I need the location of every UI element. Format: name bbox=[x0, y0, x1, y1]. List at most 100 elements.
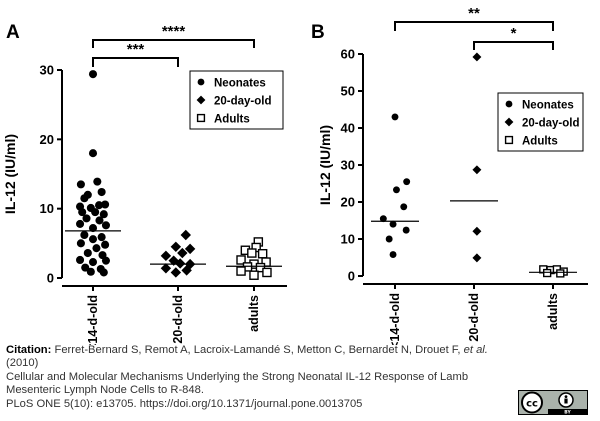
citation-journal: PLoS ONE 5(10): e13705. https://doi.org/… bbox=[6, 397, 363, 410]
x-tick-label: 20-d-old bbox=[467, 293, 481, 342]
citation-label: Citation: bbox=[6, 344, 52, 356]
data-point bbox=[385, 235, 393, 243]
cc-icon: cc bbox=[526, 399, 538, 410]
data-point bbox=[95, 216, 104, 225]
legend-label: Adults bbox=[522, 136, 558, 148]
data-point bbox=[402, 226, 410, 234]
data-point bbox=[389, 220, 397, 228]
data-point bbox=[389, 251, 397, 258]
data-point bbox=[88, 235, 98, 244]
data-point bbox=[160, 250, 172, 262]
y-tick-label: 30 bbox=[341, 158, 355, 173]
data-point bbox=[101, 200, 110, 209]
y-tick-label: 40 bbox=[341, 121, 355, 136]
significance-bracket bbox=[92, 57, 179, 67]
citation-et-al: et al. bbox=[463, 344, 488, 356]
y-tick-label: 20 bbox=[40, 132, 54, 147]
data-point bbox=[197, 78, 205, 86]
data-point bbox=[170, 267, 182, 278]
data-point bbox=[236, 255, 246, 265]
data-point bbox=[379, 215, 387, 223]
data-point bbox=[93, 177, 102, 186]
panel-a: A 0 10 20 30 IL-12 (IU/ml) <14-d-old 20-d-old ad… bbox=[2, 22, 287, 345]
data-point bbox=[76, 180, 85, 189]
legend-label: 20-day-old bbox=[522, 118, 580, 130]
x-tick-label: adults bbox=[546, 293, 560, 330]
y-tick-label: 10 bbox=[341, 232, 355, 247]
panel-label: B bbox=[311, 22, 325, 43]
data-point bbox=[472, 52, 482, 62]
data-point bbox=[80, 230, 89, 240]
data-point bbox=[91, 208, 100, 217]
significance-bracket bbox=[394, 21, 554, 31]
y-tick-label: 60 bbox=[341, 47, 355, 62]
y-tick-label: 0 bbox=[47, 271, 54, 286]
y-tick-label: 30 bbox=[40, 63, 54, 78]
data-point bbox=[80, 194, 89, 203]
legend-label: Neonates bbox=[522, 100, 574, 112]
x-tick-label: 20-d-old bbox=[171, 295, 185, 344]
citation-title: Cellular and Molecular Mechanisms Underl… bbox=[6, 370, 469, 397]
data-point bbox=[82, 214, 91, 223]
data-point bbox=[180, 229, 191, 241]
x-tick-label: <14-d-old bbox=[86, 295, 100, 345]
data-point bbox=[95, 201, 104, 210]
data-point bbox=[83, 249, 92, 258]
data-point bbox=[247, 248, 257, 258]
data-point bbox=[170, 241, 182, 253]
y-tick-label: 10 bbox=[40, 201, 54, 216]
x-tick-label: <14-d-old bbox=[388, 293, 402, 345]
data-point bbox=[262, 267, 272, 278]
data-point bbox=[392, 186, 400, 194]
significance-label: ** bbox=[468, 5, 480, 22]
citation-caption: Citation: Ferret-Bernard S, Remot A, Lac… bbox=[6, 344, 506, 411]
data-point bbox=[88, 70, 98, 79]
x-tick-label: adults bbox=[247, 295, 261, 332]
data-point bbox=[472, 253, 482, 263]
data-point bbox=[505, 100, 513, 108]
significance-bracket bbox=[92, 39, 255, 48]
data-point bbox=[76, 239, 85, 248]
data-point bbox=[99, 268, 108, 277]
data-point bbox=[403, 178, 411, 186]
data-point bbox=[504, 117, 514, 127]
figure: A 0 10 20 30 IL-12 (IU/ml) <14-d-old 20-d-old ad… bbox=[2, 5, 588, 345]
data-point bbox=[181, 265, 192, 276]
data-point bbox=[472, 226, 482, 236]
data-point bbox=[196, 95, 206, 105]
data-point bbox=[236, 266, 246, 276]
data-point bbox=[101, 256, 110, 265]
data-point bbox=[97, 187, 106, 197]
panel-label: A bbox=[6, 22, 20, 43]
data-point bbox=[556, 269, 565, 278]
data-point bbox=[472, 165, 482, 175]
data-point bbox=[160, 263, 172, 274]
data-point bbox=[81, 263, 90, 272]
data-point bbox=[76, 255, 85, 265]
legend-box bbox=[189, 70, 284, 130]
data-point bbox=[88, 224, 98, 233]
data-point bbox=[99, 210, 108, 219]
y-tick-label: 50 bbox=[341, 84, 355, 99]
data-point bbox=[177, 247, 188, 259]
data-point bbox=[78, 208, 87, 217]
data-point bbox=[97, 233, 106, 242]
citation-year: (2010) bbox=[6, 357, 39, 370]
y-tick-label: 0 bbox=[348, 269, 355, 284]
data-point bbox=[174, 258, 186, 269]
y-axis-label: IL-12 (IU/ml) bbox=[317, 125, 333, 205]
cc-by-license-badge: cc BY bbox=[518, 390, 588, 415]
data-point bbox=[196, 113, 206, 123]
data-point bbox=[255, 262, 266, 273]
data-point bbox=[504, 135, 514, 145]
significance-label: **** bbox=[162, 23, 186, 40]
data-point bbox=[257, 248, 268, 259]
significance-bracket bbox=[473, 41, 554, 50]
data-point bbox=[391, 113, 399, 121]
data-point bbox=[249, 270, 259, 280]
y-tick-label: 20 bbox=[341, 195, 355, 210]
data-point bbox=[543, 268, 552, 278]
y-axis-label: IL-12 (IU/ml) bbox=[2, 134, 18, 214]
data-point bbox=[88, 149, 98, 158]
citation-line: Citation: Ferret-Bernard S, Remot A, Lac… bbox=[6, 344, 506, 357]
